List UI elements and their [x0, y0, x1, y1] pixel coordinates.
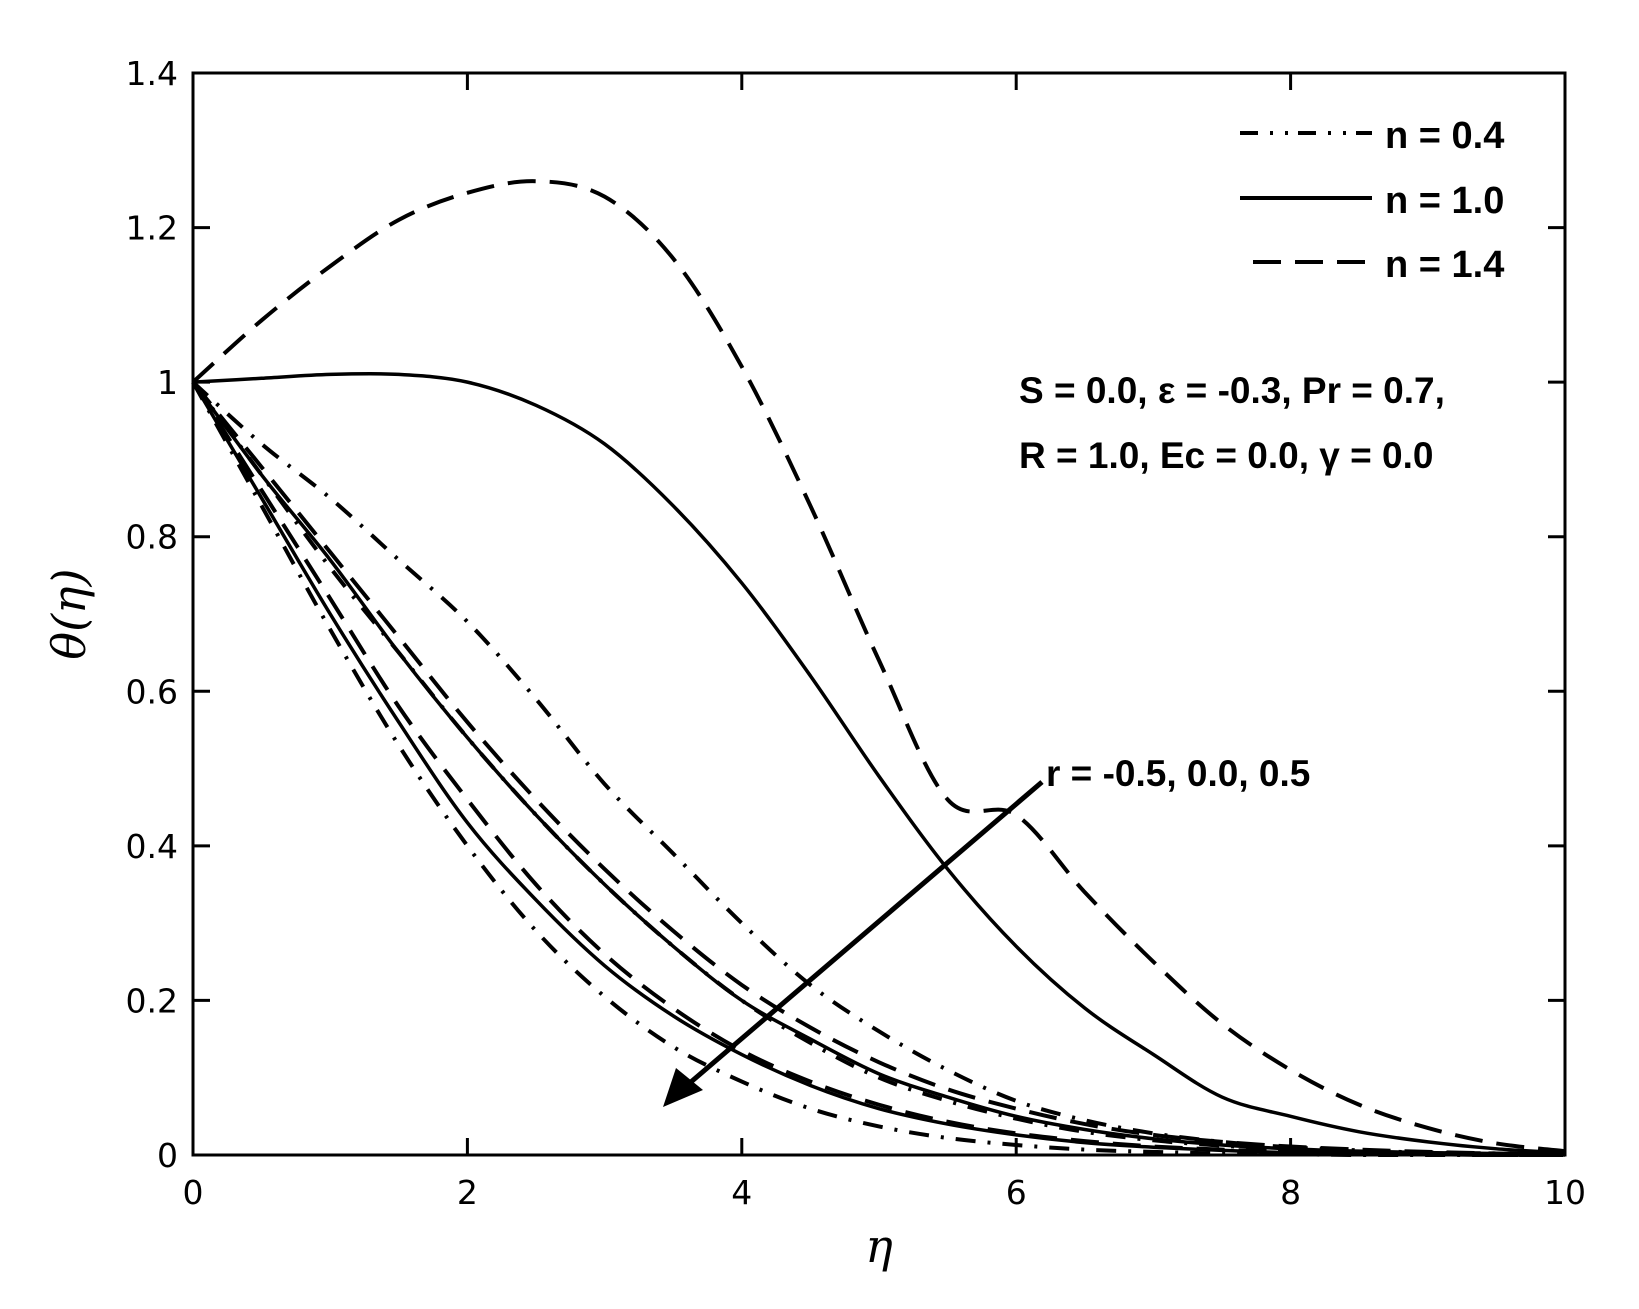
- x-tick-label: 8: [1280, 1173, 1301, 1212]
- y-tick-label: 0.6: [126, 672, 178, 711]
- legend-label-n10: n = 1.0: [1385, 180, 1504, 222]
- y-tick-label: 1: [157, 363, 178, 402]
- x-tick-label: 0: [183, 1173, 204, 1212]
- y-tick-label: 1.2: [126, 209, 178, 248]
- curve-n-1.4-r-0.5: [191, 381, 1566, 1158]
- y-tick-label: 0.2: [126, 981, 178, 1020]
- x-tick-label: 10: [1544, 1173, 1586, 1212]
- arrow-label: r = -0.5, 0.0, 0.5: [1046, 753, 1310, 794]
- y-tick-label: 0: [157, 1136, 178, 1175]
- curve-n-1.0-r--0.5: [192, 371, 1566, 1155]
- x-axis-label: η: [865, 1219, 893, 1273]
- y-tick-labels: 0 0.2 0.4 0.6 0.8 1 1.2 1.4: [126, 54, 178, 1175]
- curve-n-1.4-r-0.0: [191, 380, 1566, 1157]
- axis-ticks: [191, 71, 1567, 1157]
- y-tick-label: 0.4: [126, 827, 178, 866]
- trend-arrow: [663, 780, 1044, 1107]
- arrow-shaft: [676, 780, 1044, 1095]
- x-tick-label: 2: [457, 1173, 478, 1212]
- x-tick-label: 6: [1006, 1173, 1027, 1212]
- plot-frame: [191, 71, 1567, 1157]
- x-tick-label: 4: [731, 1173, 752, 1212]
- parameters-line-2: R = 1.0, Ec = 0.0, γ = 0.0: [1019, 435, 1433, 476]
- curve-n-0.4-r-0.0: [191, 380, 1566, 1157]
- x-tick-labels: 0 2 4 6 8 10: [183, 1173, 1587, 1212]
- curve-n-1.4-r--0.5: [191, 179, 1566, 1154]
- y-tick-label: 1.4: [126, 54, 178, 93]
- legend: n = 0.4 n = 1.0 n = 1.4: [1240, 115, 1504, 286]
- y-axis-label: θ(η): [42, 568, 96, 659]
- arrow-head-icon: [663, 1068, 703, 1107]
- legend-label-n14: n = 1.4: [1385, 244, 1504, 286]
- parameters-line-1: S = 0.0, ε = -0.3, Pr = 0.7,: [1019, 370, 1445, 411]
- legend-label-n04: n = 0.4: [1385, 115, 1504, 157]
- y-tick-label: 0.8: [126, 518, 178, 557]
